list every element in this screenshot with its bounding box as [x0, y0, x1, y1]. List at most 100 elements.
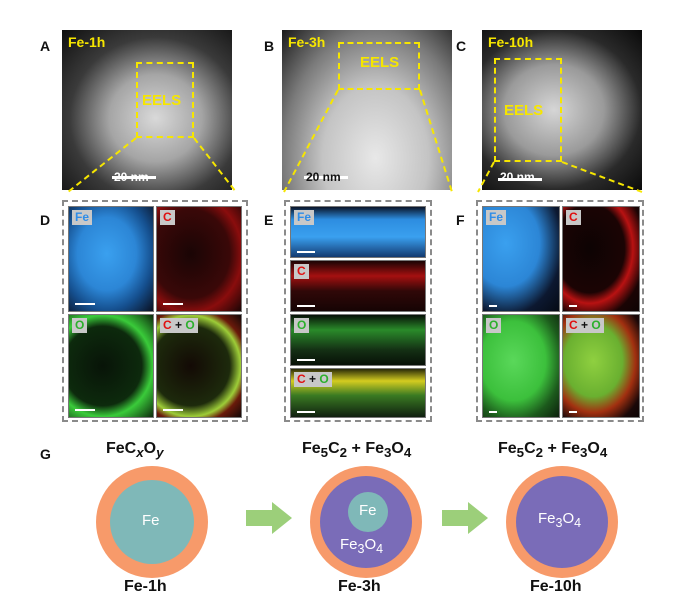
formula-text: Fe [340, 536, 358, 553]
formula-sub: 5 [320, 445, 329, 461]
formula-text: C [524, 440, 536, 457]
eels-label: EELS [360, 54, 400, 71]
tag-c: C [160, 210, 175, 225]
tem-label: Fe-3h [288, 34, 326, 50]
formula-sub: 4 [574, 516, 582, 530]
formula-sub: 3 [383, 445, 392, 461]
eels-map-frame-e: Fe C O C + O [284, 200, 432, 422]
scale-bar [304, 176, 348, 179]
o-map: O [290, 314, 426, 366]
formula-sub: 2 [339, 445, 348, 461]
eels-map-frame-f: Fe C O C + O [476, 200, 644, 422]
zoom-line-b-left [283, 89, 339, 193]
caption-fe-3h: Fe-3h [338, 578, 381, 595]
tag-c-plus-o: C + O [294, 372, 332, 387]
eels-map-frame-d: Fe C O C + O [62, 200, 248, 422]
o-map: O [482, 314, 560, 418]
arrow-right-icon [246, 502, 292, 534]
scale-bar [112, 176, 156, 179]
tag-o: O [185, 318, 195, 332]
formula-text: Fe [498, 440, 517, 457]
c-map: C [156, 206, 242, 312]
formula-sub: 4 [376, 542, 384, 556]
c-map: C [290, 260, 426, 312]
zoom-line-c-right [561, 161, 643, 193]
formula-text: FeC [106, 440, 137, 457]
eels-label: EELS [504, 102, 544, 119]
tag-c-plus-o: C + O [160, 318, 198, 333]
eels-region-box [338, 42, 420, 90]
scale-label: 20 nm [500, 170, 535, 184]
formula-sub: x [136, 445, 144, 461]
tag-o: O [319, 372, 329, 386]
tag-o: O [72, 318, 88, 333]
mini-scale-bar [163, 409, 183, 411]
formula-plus: + [543, 440, 562, 457]
mini-scale-bar [569, 305, 577, 307]
scale-label: 20 nm [306, 170, 341, 184]
particle-fe-1h-shell: Fe [96, 466, 208, 578]
fe-map: Fe [290, 206, 426, 258]
tag-plus: + [581, 318, 589, 332]
particle-fe-core: Fe [110, 480, 194, 564]
arrow-right-icon [442, 502, 488, 534]
formula-text: C [328, 440, 340, 457]
tag-c: C [566, 210, 581, 225]
particle-fe-10h-shell: Fe3O4 [506, 466, 618, 578]
formula-text: O [587, 440, 600, 457]
panel-letter-f: F [456, 212, 465, 228]
core-label: Fe3O4 [538, 510, 581, 530]
zoom-line-a-left [67, 137, 137, 193]
panel-letter-c: C [456, 38, 467, 54]
mini-scale-bar [297, 359, 315, 361]
tem-image-fe-10h: Fe-10h EELS 20 nm [482, 30, 642, 190]
mini-scale-bar [569, 411, 577, 413]
formula-plus: + [347, 440, 366, 457]
zoom-line-c-left [477, 161, 495, 193]
core-label: Fe [359, 502, 377, 519]
formula-text: Fe [561, 440, 580, 457]
tag-c: C [294, 264, 309, 279]
panel-letter-b: B [264, 38, 275, 54]
mini-scale-bar [489, 411, 497, 413]
mini-scale-bar [75, 303, 95, 305]
tem-image-fe-3h: Fe-3h EELS 20 nm [282, 30, 452, 190]
fe-map: Fe [482, 206, 560, 312]
tag-fe: Fe [72, 210, 93, 225]
scale-bar [498, 178, 542, 181]
tag-c: C [163, 318, 172, 332]
tag-c: C [569, 318, 578, 332]
formula-text: Fe [538, 510, 556, 527]
tag-o: O [294, 318, 310, 333]
formula-sub: y [156, 445, 164, 461]
mini-scale-bar [297, 251, 315, 253]
core-label: Fe [142, 512, 160, 529]
formula-text: O [364, 536, 377, 553]
panel-letter-g: G [40, 446, 51, 462]
particle-fe3o4-core: Fe3O4 [516, 476, 608, 568]
c-o-overlay-map: C + O [562, 314, 640, 418]
formula-sub: 5 [516, 445, 525, 461]
tem-label: Fe-1h [68, 34, 106, 50]
fe3o4-label: Fe3O4 [340, 536, 383, 556]
panel-letter-d: D [40, 212, 51, 228]
eels-region-box [136, 62, 194, 138]
mini-scale-bar [75, 409, 95, 411]
tag-fe: Fe [486, 210, 507, 225]
o-map: O [68, 314, 154, 418]
scale-label: 20 nm [114, 170, 149, 184]
tag-o: O [486, 318, 502, 333]
formula-text: Fe [365, 440, 384, 457]
formula-text: O [562, 510, 575, 527]
formula-text: O [143, 440, 157, 457]
c-o-overlay-map: C + O [156, 314, 242, 418]
zoom-line-a-right [193, 137, 237, 193]
mini-scale-bar [163, 303, 183, 305]
formula-sub: 3 [555, 516, 563, 530]
tag-plus: + [309, 372, 317, 386]
formula-fe-1h: FeCxOy [106, 440, 164, 460]
tag-c: C [297, 372, 306, 386]
mini-scale-bar [489, 305, 497, 307]
caption-fe-10h: Fe-10h [530, 578, 582, 595]
zoom-line-b-right [419, 89, 453, 193]
